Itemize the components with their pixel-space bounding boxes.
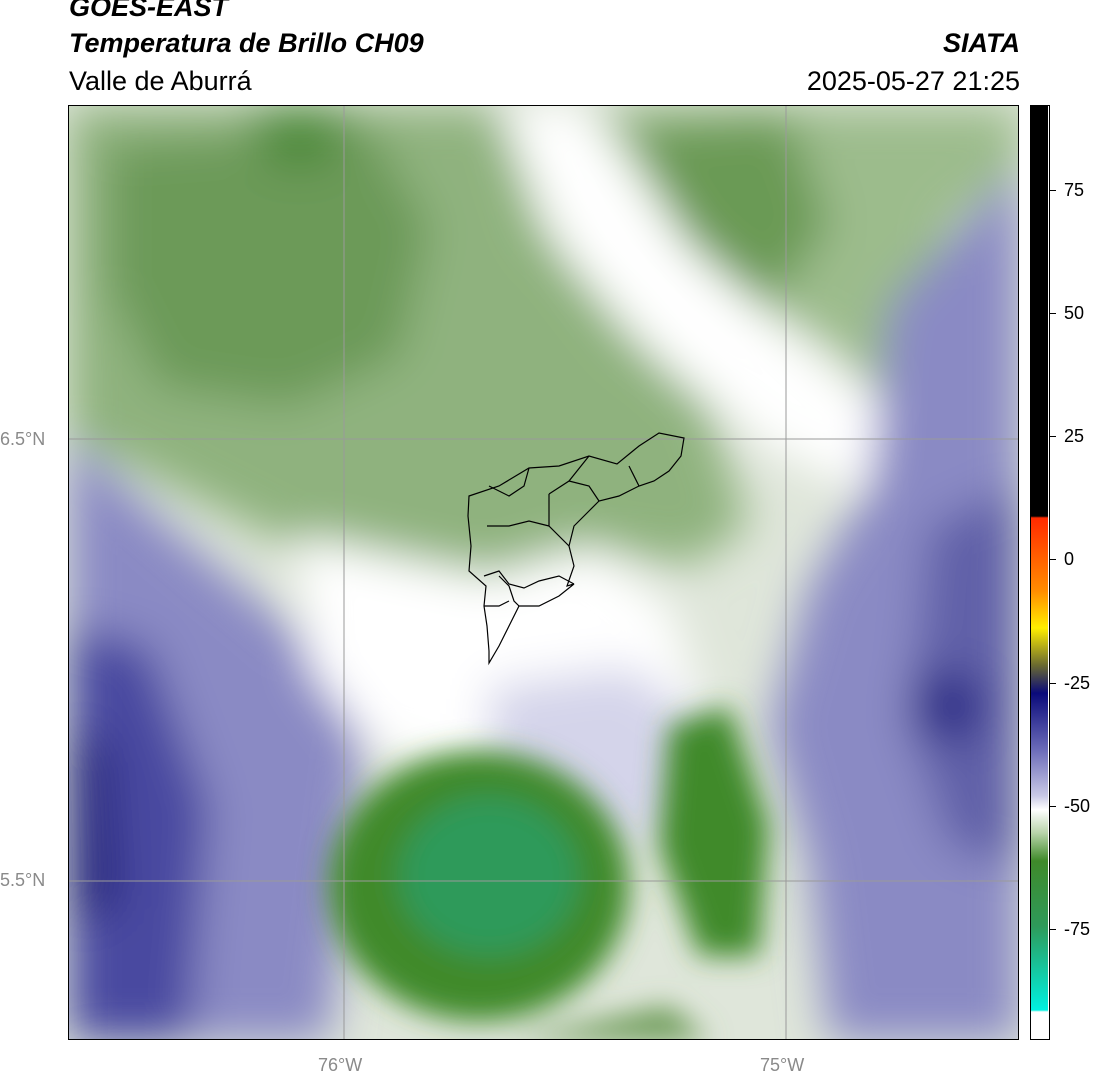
colorbar-tick [1050, 313, 1056, 314]
timestamp-label: 2025-05-27 21:25 [806, 66, 1020, 96]
colorbar-tick [1050, 559, 1056, 560]
satellite-map [68, 105, 1019, 1040]
colorbar-tick [1050, 806, 1056, 807]
colorbar-tick-label: -50 [1064, 796, 1091, 816]
colorbar-tick-label: -25 [1064, 673, 1091, 693]
colorbar-tick-label: 25 [1064, 426, 1085, 446]
organization-label: SIATA [943, 28, 1020, 58]
colorbar-gradient [1031, 106, 1048, 1038]
colorbar-tick-label: 75 [1064, 180, 1085, 200]
product-title: Temperatura de Brillo CH09 [69, 28, 424, 58]
lon-tick-label: 75°W [760, 1055, 805, 1075]
colorbar-tick-label: 0 [1064, 549, 1075, 569]
lat-tick-label: 6.5°N [0, 429, 46, 449]
lon-tick-label: 76°W [318, 1055, 363, 1075]
colorbar-tick [1050, 929, 1056, 930]
product-satellite-title: GOES-EAST [69, 0, 229, 22]
colorbar-tick-label: 50 [1064, 303, 1085, 323]
colorbar-tick [1050, 683, 1056, 684]
brightness-temperature-field [69, 106, 1018, 1039]
colorbar-tick-label: -75 [1064, 919, 1091, 939]
region-label: Valle de Aburrá [69, 66, 252, 96]
colorbar-tick [1050, 436, 1056, 437]
lat-tick-label: 5.5°N [0, 870, 46, 890]
colorbar [1030, 105, 1050, 1040]
municipality-boundaries [467, 432, 685, 666]
colorbar-tick [1050, 190, 1056, 191]
